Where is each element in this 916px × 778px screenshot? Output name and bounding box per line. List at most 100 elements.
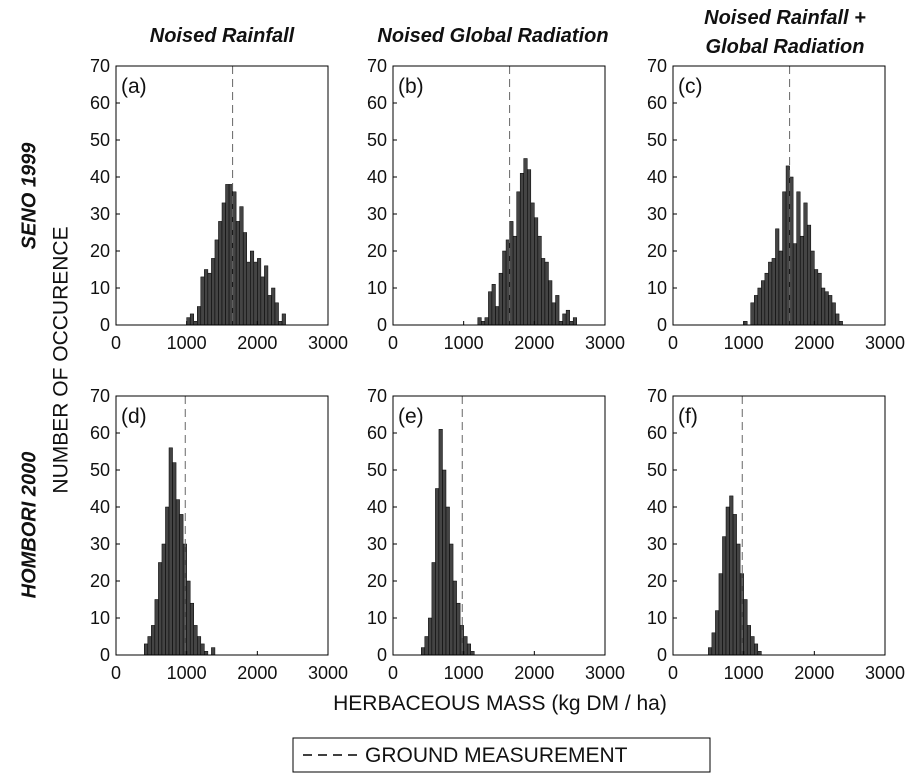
bar (523, 158, 528, 326)
y-tick-label: 60 (367, 423, 387, 443)
x-tick-label: 0 (668, 333, 678, 353)
column-title: Noised Rainfall (150, 25, 295, 47)
bar (488, 291, 493, 326)
panel-label: (e) (398, 405, 424, 428)
bar (225, 184, 230, 326)
bar (257, 258, 262, 326)
bar (746, 625, 751, 656)
bar (242, 232, 247, 326)
y-tick-label: 70 (647, 386, 667, 406)
bar (175, 499, 180, 656)
plot-area (673, 396, 885, 655)
bar (466, 643, 471, 656)
bar (799, 235, 804, 326)
row-title: SENO 1999 (18, 142, 40, 250)
bar (463, 636, 468, 656)
bar (189, 313, 194, 326)
bar (519, 173, 524, 326)
bar (193, 321, 198, 326)
bar (722, 536, 727, 656)
bar (200, 276, 205, 326)
x-tick-label: 0 (388, 663, 398, 683)
bar (452, 580, 457, 656)
x-tick-label: 3000 (865, 663, 905, 683)
y-tick-label: 30 (90, 204, 110, 224)
bar (569, 321, 574, 326)
y-tick-label: 20 (647, 571, 667, 591)
legend-box (292, 737, 711, 773)
bar (491, 284, 496, 326)
bar (218, 221, 223, 326)
y-tick-label: 40 (647, 497, 667, 517)
y-tick-label: 50 (367, 460, 387, 480)
y-tick-label: 30 (647, 204, 667, 224)
y-tick-label: 20 (90, 571, 110, 591)
bar (438, 429, 443, 656)
panel: 0 10 20 30 40 50 60 70 0 1000 2000 3000 (d) (90, 386, 348, 683)
bar (260, 276, 265, 326)
bar (502, 250, 507, 326)
bar (442, 469, 447, 656)
x-tick-label: 2000 (237, 333, 277, 353)
bar (481, 321, 486, 326)
bar (228, 184, 233, 326)
axes-frame (115, 65, 329, 326)
bar (274, 302, 279, 326)
x-tick-label: 1000 (444, 333, 484, 353)
x-tick-label: 0 (388, 333, 398, 353)
bar (711, 632, 716, 656)
bar (838, 321, 843, 326)
bar (505, 239, 510, 326)
bar (754, 643, 759, 656)
bar (168, 447, 173, 656)
bar (562, 313, 567, 326)
bar (193, 625, 198, 656)
x-tick-label: 2000 (237, 663, 277, 683)
bar (161, 543, 166, 656)
bar (824, 291, 829, 326)
panel-label: (b) (398, 75, 424, 98)
bar (814, 269, 819, 326)
bar (757, 287, 762, 326)
panel-label: (a) (121, 75, 147, 98)
bar (743, 599, 748, 656)
bar (565, 309, 570, 326)
bar (516, 191, 521, 326)
axes-frame (115, 395, 329, 656)
x-tick-label: 3000 (308, 333, 348, 353)
bar (424, 636, 429, 656)
y-tick-label: 20 (90, 241, 110, 261)
bar (828, 295, 833, 326)
bar (281, 313, 286, 326)
bar (470, 651, 475, 656)
axes-frame (672, 65, 886, 326)
bar (484, 317, 489, 326)
x-tick-label: 0 (111, 333, 121, 353)
y-tick-label: 10 (367, 608, 387, 628)
bar (821, 287, 826, 326)
bar (271, 287, 276, 326)
y-tick-label: 60 (90, 423, 110, 443)
row-title: HOMBORI 2000 (18, 452, 40, 599)
x-tick-label: 2000 (514, 333, 554, 353)
column-title: Noised Rainfall + (704, 7, 866, 29)
y-tick-label: 0 (100, 315, 110, 335)
bar (278, 321, 283, 326)
x-tick-label: 1000 (724, 663, 764, 683)
panel: 0 10 20 30 40 50 60 70 0 1000 2000 3000 (c) (647, 56, 905, 353)
y-tick-label: 10 (367, 278, 387, 298)
y-tick-label: 70 (90, 56, 110, 76)
bar (147, 636, 152, 656)
bar (165, 506, 170, 656)
y-tick-label: 60 (90, 93, 110, 113)
bar (435, 488, 440, 656)
column-title: Noised Global Radiation (377, 25, 608, 47)
y-tick-label: 10 (90, 608, 110, 628)
bar (509, 221, 514, 326)
x-tick-label: 3000 (308, 663, 348, 683)
bar (789, 176, 794, 326)
bar (796, 191, 801, 326)
bar (718, 573, 723, 656)
bar (186, 580, 191, 656)
x-tick-label: 2000 (794, 333, 834, 353)
